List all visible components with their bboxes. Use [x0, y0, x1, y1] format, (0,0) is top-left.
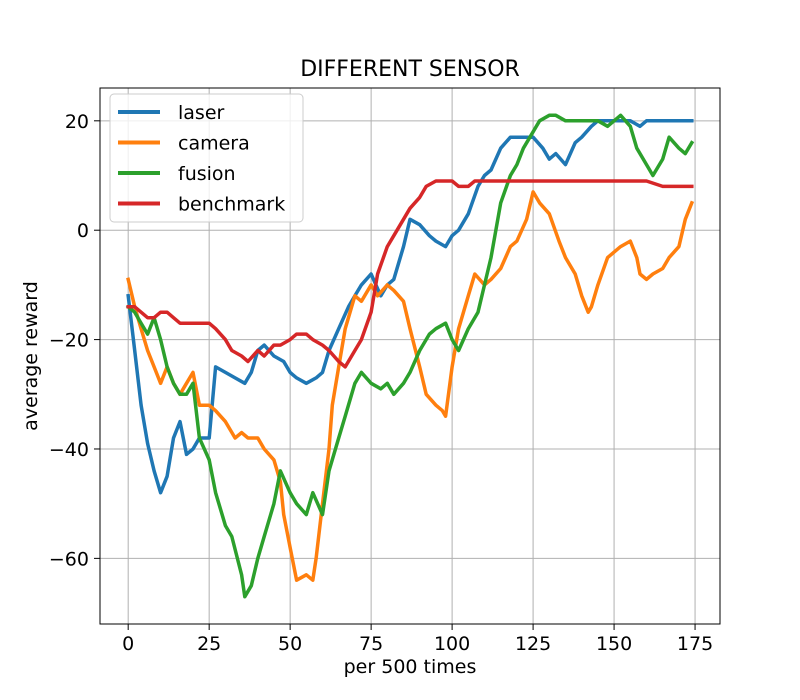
legend-label-camera: camera	[178, 133, 250, 155]
legend: laser camera fusion benchmark	[109, 93, 304, 223]
y-axis: −60 −40 −20 0 20	[49, 111, 100, 570]
series-line-camera	[126, 190, 695, 582]
x-tick-label: 0	[122, 633, 134, 655]
x-tick-label: 25	[197, 633, 221, 655]
y-tick-label: 0	[77, 220, 89, 242]
legend-label-benchmark: benchmark	[178, 194, 285, 216]
x-axis: 0 25 50 75 100 125 150 175	[122, 624, 713, 655]
legend-box	[109, 93, 304, 223]
legend-label-laser: laser	[178, 102, 225, 124]
x-tick-label: 150	[596, 633, 632, 655]
x-tick-label: 75	[359, 633, 383, 655]
x-axis-label: per 500 times	[344, 656, 477, 678]
chart-title: DIFFERENT SENSOR	[300, 57, 520, 82]
y-tick-label: −20	[49, 330, 89, 352]
y-axis-label: average reward	[20, 281, 42, 431]
x-tick-label: 175	[677, 633, 713, 655]
series-line-fusion	[125, 113, 695, 599]
x-tick-label: 50	[278, 633, 302, 655]
plot-frame	[99, 87, 721, 625]
series-lines	[125, 113, 695, 599]
y-tick-label: 20	[65, 111, 89, 133]
x-tick-label: 100	[434, 633, 470, 655]
legend-label-fusion: fusion	[178, 163, 236, 185]
y-tick-label: −40	[49, 439, 89, 461]
x-tick-label: 125	[515, 633, 551, 655]
series-line-benchmark	[126, 179, 694, 369]
y-tick-label: −60	[49, 548, 89, 570]
